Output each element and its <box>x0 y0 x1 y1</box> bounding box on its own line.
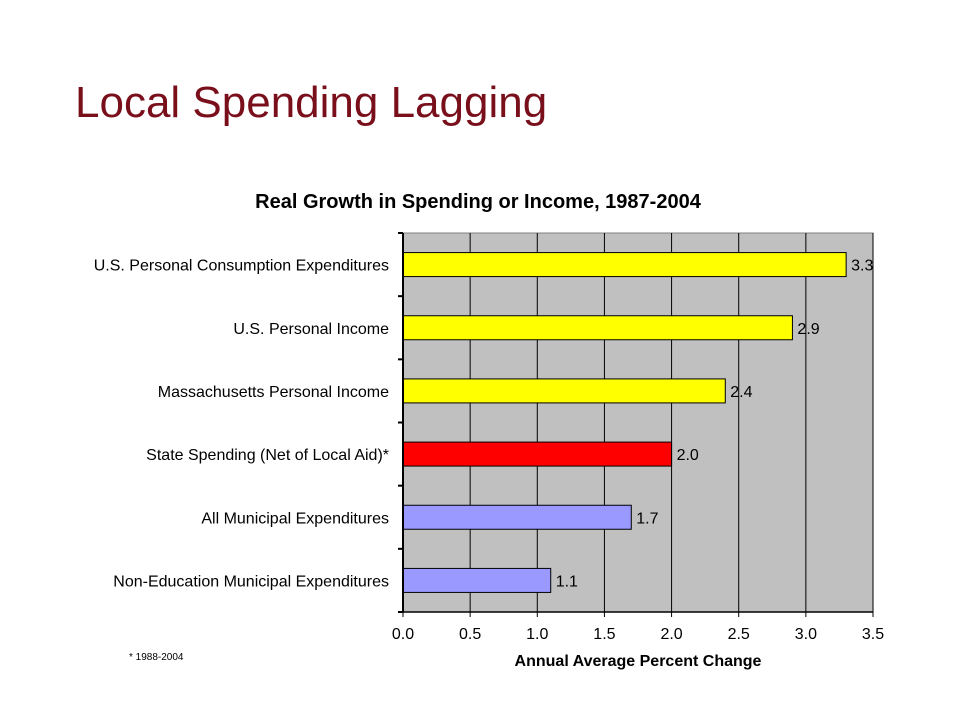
x-tick-label: 3.0 <box>795 626 817 643</box>
gridlines <box>469 233 874 612</box>
chart-title: Real Growth in Spending or Income, 1987-… <box>255 191 702 213</box>
slide-title: Local Spending Lagging <box>75 78 548 127</box>
footnote: * 1988-2004 <box>129 652 184 663</box>
bars <box>402 252 847 593</box>
bar <box>402 567 552 593</box>
x-tick-label: 1.0 <box>526 626 548 643</box>
x-tick-label: 3.5 <box>862 626 884 643</box>
x-tick-label: 1.5 <box>593 626 615 643</box>
category-label: Non-Education Municipal Expenditures <box>113 573 389 590</box>
bar <box>402 252 847 278</box>
data-label: 1.1 <box>556 573 578 590</box>
x-axis-title: Annual Average Percent Change <box>515 653 762 670</box>
category-label: All Municipal Expenditures <box>201 510 389 527</box>
x-tick-label: 0.0 <box>392 626 414 643</box>
bar <box>402 441 673 467</box>
bar <box>402 378 726 404</box>
category-label: State Spending (Net of Local Aid)* <box>146 447 389 464</box>
data-label: 1.7 <box>636 510 658 527</box>
data-label: 2.9 <box>797 321 819 338</box>
category-label: U.S. Personal Income <box>233 321 389 338</box>
labels: 0.0 0.5 1.0 1.5 2.0 2.5 3.0 3.5 3.3 U.S. Personal… <box>94 258 884 643</box>
bar <box>402 504 632 530</box>
x-tick-label: 2.0 <box>660 626 682 643</box>
data-label: 2.4 <box>730 384 752 401</box>
axes <box>398 232 874 617</box>
bar <box>402 315 793 341</box>
plot-area <box>402 232 874 613</box>
x-tick-label: 0.5 <box>459 626 481 643</box>
data-label: 2.0 <box>677 447 699 464</box>
data-label: 3.3 <box>851 258 873 275</box>
x-tick-label: 2.5 <box>728 626 750 643</box>
category-label: U.S. Personal Consumption Expenditures <box>94 258 389 275</box>
category-label: Massachusetts Personal Income <box>158 384 389 401</box>
